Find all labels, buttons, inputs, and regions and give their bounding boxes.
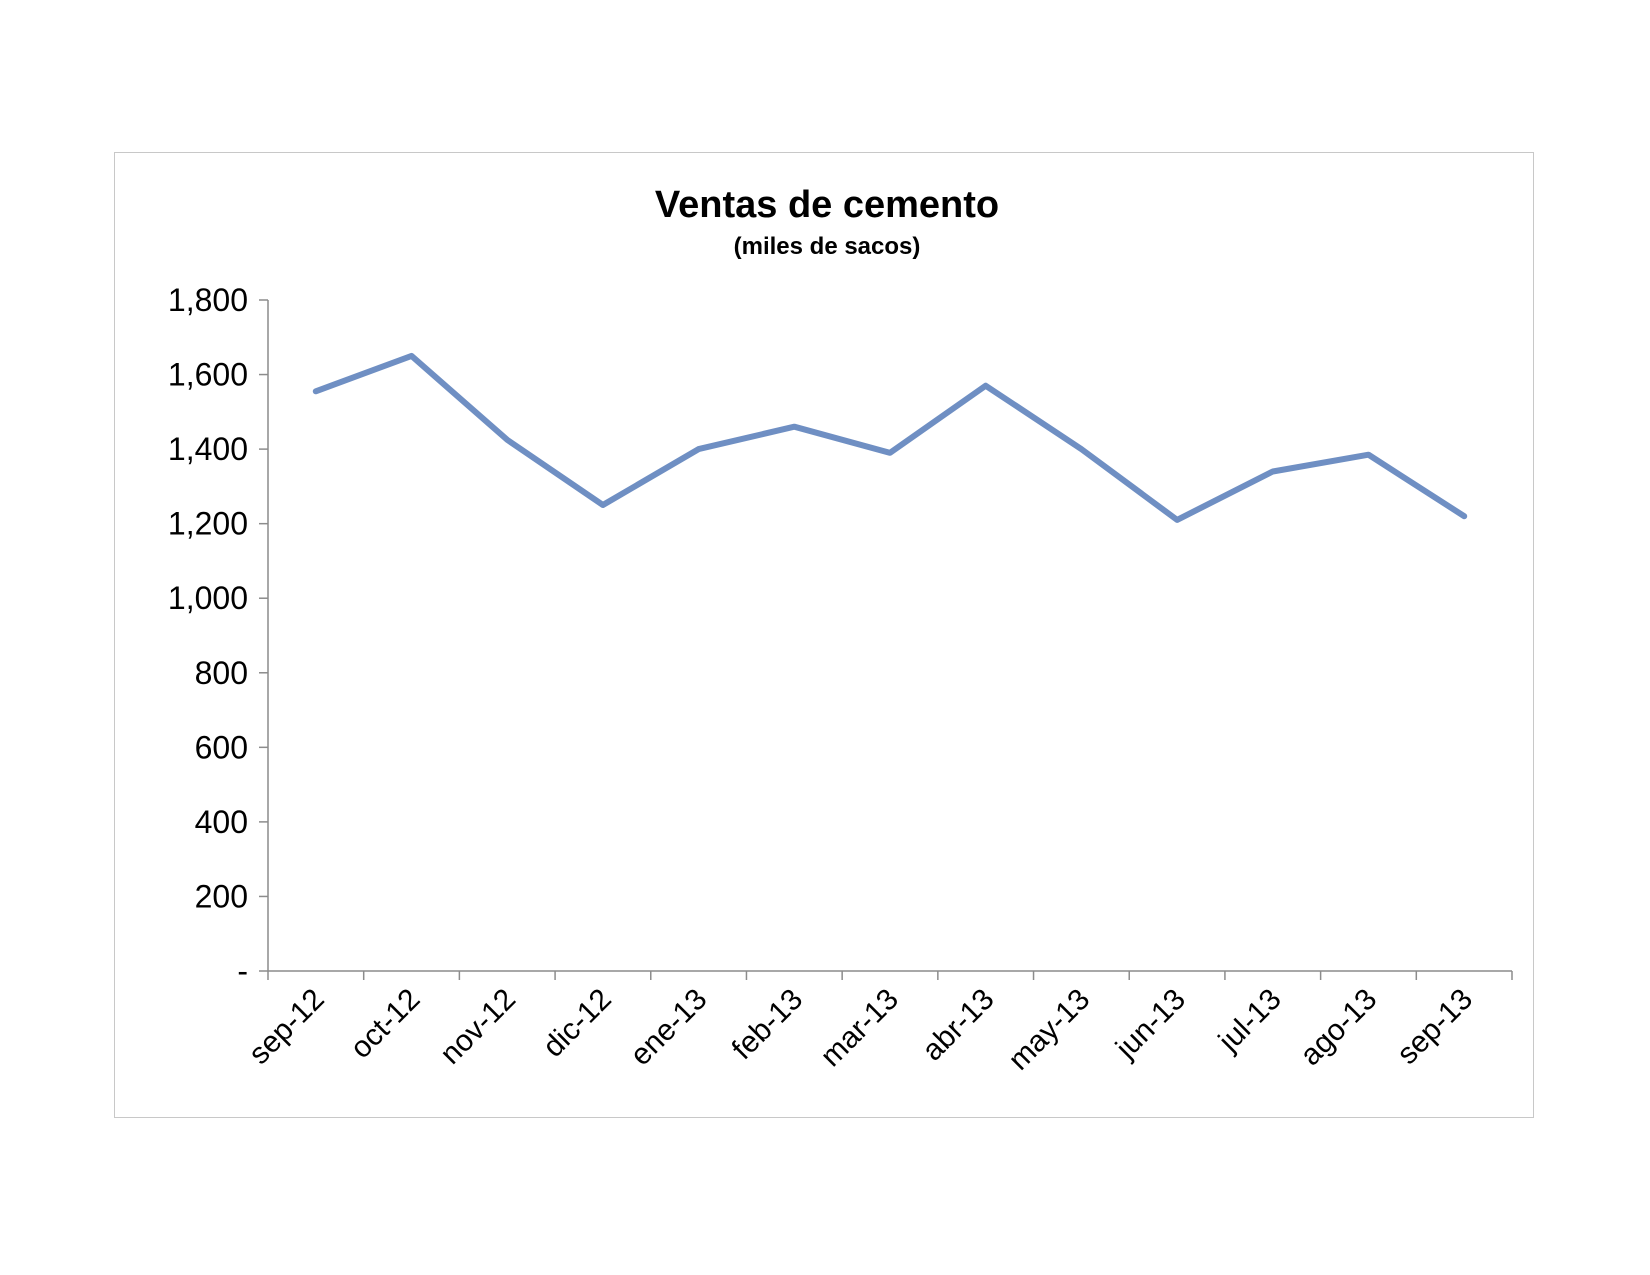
series-line xyxy=(312,352,1468,523)
chart-frame: Ventas de cemento (miles de sacos) - 200 4… xyxy=(114,152,1534,1118)
chart-subtitle: (miles de sacos) xyxy=(734,233,921,260)
y-tick-label: 1,800 xyxy=(168,282,248,318)
x-tick-label: feb-13 xyxy=(726,983,809,1066)
y-tick-label: - xyxy=(237,953,248,989)
y-tick-label: 1,600 xyxy=(168,357,248,393)
y-tick-label: 200 xyxy=(195,878,248,914)
x-tick-label: oct-12 xyxy=(344,983,426,1065)
chart-title: Ventas de cemento xyxy=(655,184,999,226)
y-tick-label: 1,000 xyxy=(168,580,248,616)
x-tick-label: dic-12 xyxy=(537,983,618,1064)
y-tick-label: 1,400 xyxy=(168,431,248,467)
x-tick-label: abr-13 xyxy=(916,983,1001,1068)
x-tick-label: jun-13 xyxy=(1109,983,1192,1066)
y-tick-label: 800 xyxy=(195,655,248,691)
x-axis: sep-12 oct-12 nov-12 dic-12 ene-13 feb-13 mar-… xyxy=(243,970,1513,1077)
x-tick-label: mar-13 xyxy=(814,983,905,1074)
y-axis: - 200 400 600 800 1,000 1,200 1,400 1,600 1,800 xyxy=(168,282,269,989)
y-tick-label: 1,200 xyxy=(168,506,248,542)
x-tick-label: nov-12 xyxy=(434,983,522,1071)
x-tick-label: sep-13 xyxy=(1391,983,1479,1071)
x-tick-label: may-13 xyxy=(1002,983,1096,1077)
series-group xyxy=(312,352,1468,523)
y-tick-label: 400 xyxy=(195,804,248,840)
x-tick-label: ago-13 xyxy=(1294,983,1383,1072)
x-tick-label: jul-13 xyxy=(1212,983,1288,1059)
x-tick-label: sep-12 xyxy=(243,983,331,1071)
y-tick-label: 600 xyxy=(195,729,248,765)
x-tick-label: ene-13 xyxy=(624,983,713,1072)
line-chart: Ventas de cemento (miles de sacos) - 200 4… xyxy=(168,184,1513,1077)
